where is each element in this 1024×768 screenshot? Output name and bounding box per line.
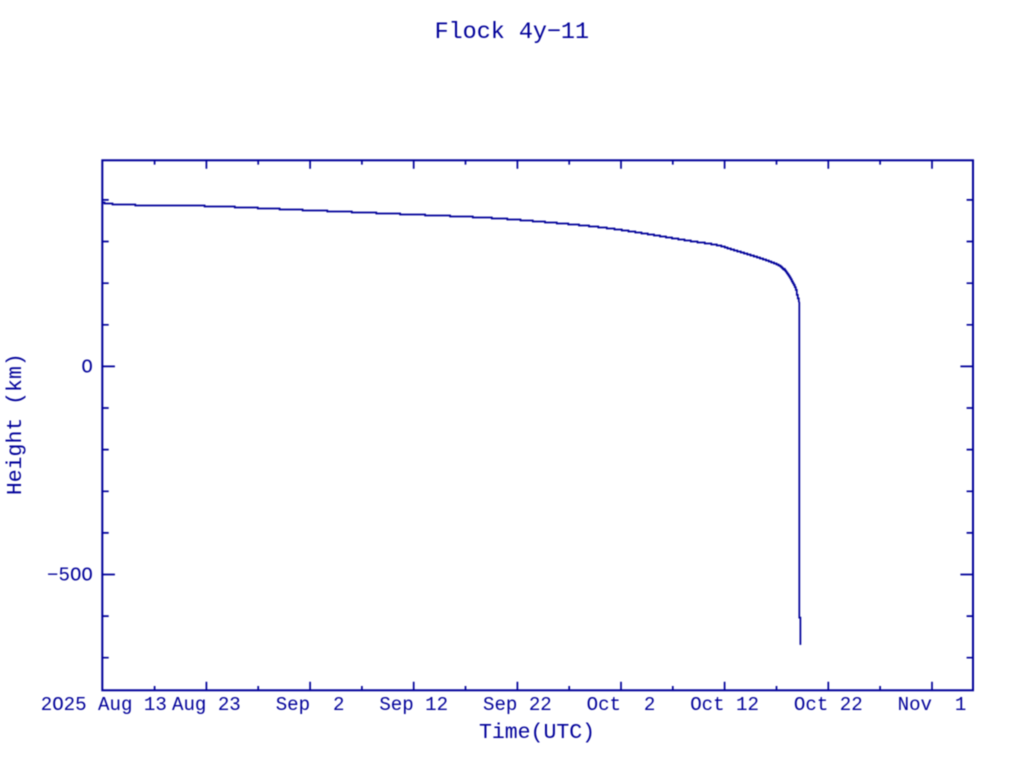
svg-text:Aug 23: Aug 23: [172, 694, 241, 716]
svg-text:Oct 12: Oct 12: [690, 694, 759, 716]
svg-text:Sep 22: Sep 22: [483, 694, 552, 716]
svg-text:−5OO: −5OO: [47, 565, 93, 587]
svg-text:Oct 22: Oct 22: [794, 694, 863, 716]
svg-text:Sep 12: Sep 12: [379, 694, 448, 716]
svg-text:Time(UTC): Time(UTC): [479, 721, 595, 745]
svg-text:Nov 1: Nov 1: [898, 694, 967, 716]
svg-text:Oct 2: Oct 2: [587, 694, 656, 716]
svg-text:Flock 4y−11: Flock 4y−11: [435, 20, 589, 46]
svg-text:Sep 2: Sep 2: [276, 694, 345, 716]
svg-text:2O25 Aug 13: 2O25 Aug 13: [41, 694, 167, 716]
svg-text:Height (km): Height (km): [4, 353, 28, 495]
svg-text:O: O: [81, 356, 92, 378]
